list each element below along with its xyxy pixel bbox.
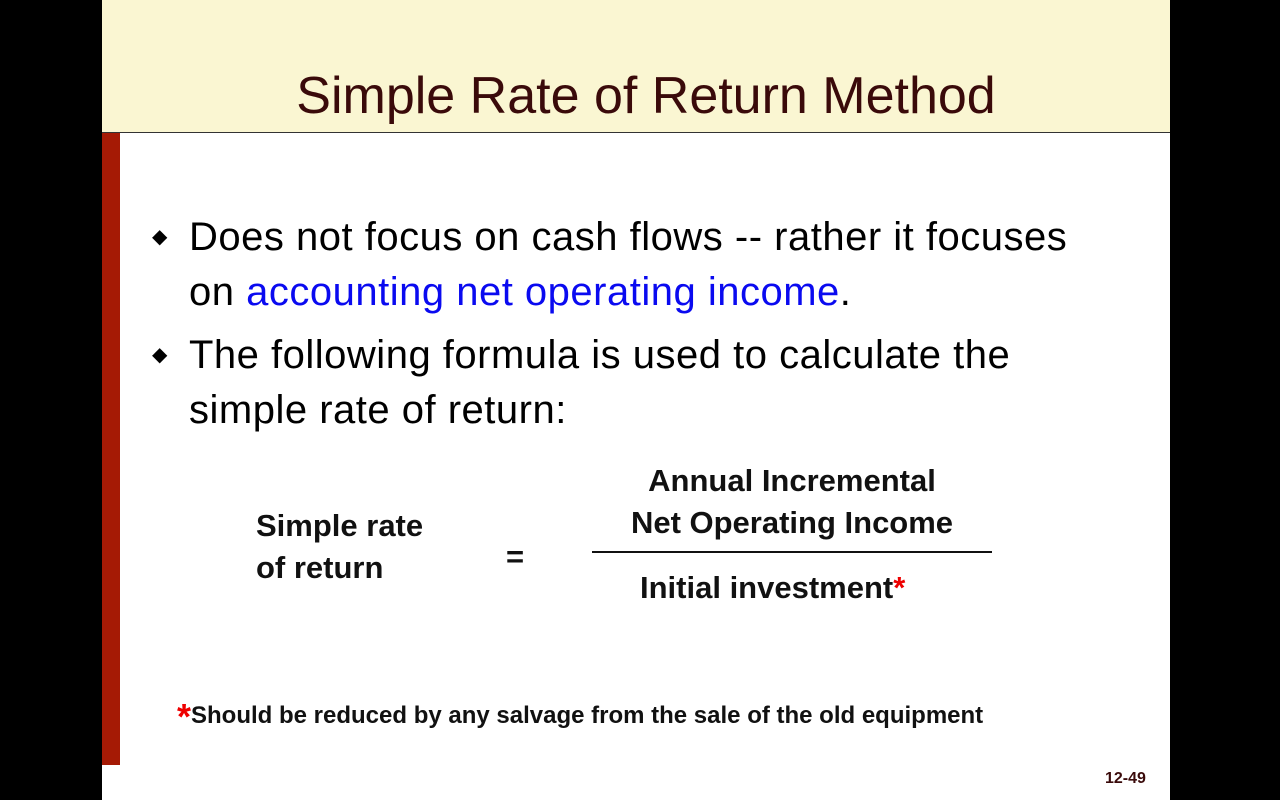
accent-bar — [102, 133, 120, 765]
title-band: Simple Rate of Return Method — [102, 0, 1170, 133]
denominator-text: Initial investment — [640, 570, 894, 605]
lhs-line-2: of return — [256, 550, 384, 585]
diamond-bullet-icon: ◆ — [152, 226, 168, 248]
numerator-line-2: Net Operating Income — [630, 505, 954, 540]
numerator: Annual Incremental Net Operating Income — [592, 460, 992, 544]
fraction-line — [592, 551, 992, 553]
bullet-2: ◆ The following formula is used to calcu… — [152, 328, 1079, 438]
asterisk-marker: * — [177, 696, 192, 737]
bullet-1: ◆ Does not focus on cash flows -- rather… — [152, 210, 1089, 320]
equals-sign: = — [506, 539, 525, 574]
asterisk-marker: * — [893, 570, 906, 605]
page-number: 12-49 — [1105, 770, 1146, 787]
bullet-text-end: . — [839, 270, 852, 314]
diamond-bullet-icon: ◆ — [152, 344, 168, 366]
bullet-text: Does not focus on cash flows -- rather i… — [189, 215, 1068, 314]
bullet-text: The following formula is used to calcula… — [189, 333, 1011, 432]
slide: Simple Rate of Return Method ◆ Does not … — [102, 0, 1170, 800]
lhs-line-1: Simple rate — [256, 508, 424, 543]
footnote: *Should be reduced by any salvage from t… — [177, 690, 984, 737]
formula-lhs: Simple rate of return — [256, 505, 423, 589]
highlight-text: accounting net operating income — [246, 270, 840, 314]
numerator-line-1: Annual Incremental — [648, 463, 936, 498]
slide-title: Simple Rate of Return Method — [296, 67, 996, 125]
footnote-text: Should be reduced by any salvage from th… — [191, 702, 984, 729]
denominator: Initial investment* — [640, 567, 905, 609]
